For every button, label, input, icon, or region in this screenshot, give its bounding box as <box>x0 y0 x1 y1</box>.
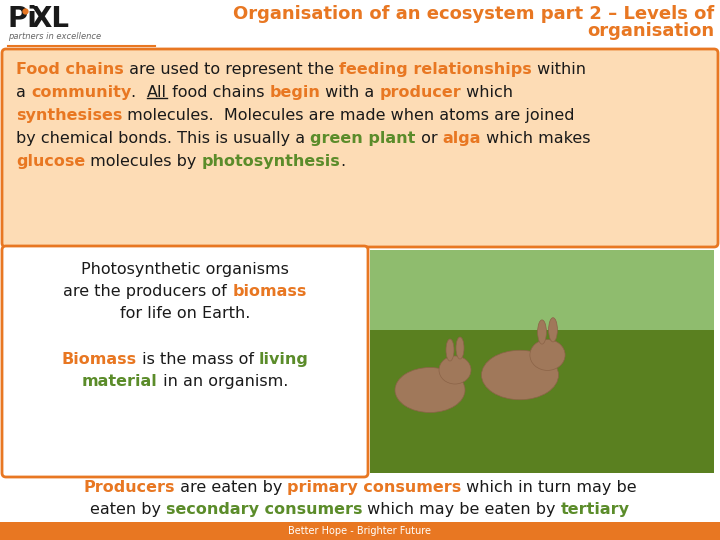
Text: biomass: biomass <box>233 284 307 299</box>
Text: partners in excellence: partners in excellence <box>8 32 101 41</box>
Ellipse shape <box>530 340 565 370</box>
Text: are eaten by: are eaten by <box>174 480 287 495</box>
Text: green plant: green plant <box>310 131 415 146</box>
Text: in an organism.: in an organism. <box>158 374 288 389</box>
Ellipse shape <box>395 368 465 413</box>
Text: which may be eaten by: which may be eaten by <box>362 502 561 517</box>
FancyBboxPatch shape <box>2 246 368 477</box>
Bar <box>370 330 714 473</box>
Text: material: material <box>82 374 158 389</box>
Text: secondary consumers: secondary consumers <box>166 502 362 517</box>
Text: which in turn may be: which in turn may be <box>462 480 637 495</box>
Text: photosynthesis: photosynthesis <box>202 154 341 169</box>
Ellipse shape <box>456 337 464 359</box>
Text: by chemical bonds. This is usually a: by chemical bonds. This is usually a <box>16 131 310 146</box>
Text: Better Hope - Brighter Future: Better Hope - Brighter Future <box>289 526 431 536</box>
Text: begin: begin <box>269 85 320 100</box>
Text: .: . <box>406 524 412 539</box>
Ellipse shape <box>482 350 559 400</box>
Text: feeding relationships: feeding relationships <box>339 62 532 77</box>
Text: alga: alga <box>442 131 481 146</box>
Text: tertiary: tertiary <box>561 502 630 517</box>
Text: a: a <box>16 85 31 100</box>
Text: Biomass: Biomass <box>61 352 137 367</box>
Text: with a: with a <box>320 85 379 100</box>
Text: which makes: which makes <box>481 131 590 146</box>
Text: molecules by: molecules by <box>85 154 202 169</box>
Text: .: . <box>341 154 346 169</box>
Text: primary consumers: primary consumers <box>287 480 462 495</box>
Text: which: which <box>462 85 513 100</box>
Text: .: . <box>131 85 147 100</box>
Text: food chains: food chains <box>166 85 269 100</box>
Bar <box>370 250 714 330</box>
Text: eaten by: eaten by <box>90 502 166 517</box>
Text: XL: XL <box>30 5 69 33</box>
Text: Pi: Pi <box>8 5 38 33</box>
Text: Food chains: Food chains <box>16 62 124 77</box>
Text: is the mass of: is the mass of <box>137 352 258 367</box>
Text: organisation: organisation <box>587 22 714 40</box>
Bar <box>370 250 714 473</box>
Text: molecules.  Molecules are made when atoms are joined: molecules. Molecules are made when atoms… <box>122 108 575 123</box>
Text: community: community <box>31 85 131 100</box>
Ellipse shape <box>549 318 557 342</box>
Text: for life on Earth.: for life on Earth. <box>120 306 250 321</box>
Text: All: All <box>147 85 166 100</box>
Ellipse shape <box>439 356 471 384</box>
Text: synthesises: synthesises <box>16 108 122 123</box>
Text: producer: producer <box>379 85 462 100</box>
Text: Producers: Producers <box>83 480 174 495</box>
Text: Organisation of an ecosystem part 2 – Levels of: Organisation of an ecosystem part 2 – Le… <box>233 5 714 23</box>
Ellipse shape <box>538 320 546 344</box>
Text: Photosynthetic organisms: Photosynthetic organisms <box>81 262 289 277</box>
Ellipse shape <box>446 339 454 361</box>
Text: are used to represent the: are used to represent the <box>124 62 339 77</box>
Text: or: or <box>415 131 442 146</box>
Text: within: within <box>532 62 586 77</box>
Text: glucose: glucose <box>16 154 85 169</box>
Text: are the producers of: are the producers of <box>63 284 233 299</box>
Bar <box>0 522 720 540</box>
Text: consumers: consumers <box>308 524 406 539</box>
FancyBboxPatch shape <box>2 49 718 247</box>
Text: living: living <box>258 352 309 367</box>
